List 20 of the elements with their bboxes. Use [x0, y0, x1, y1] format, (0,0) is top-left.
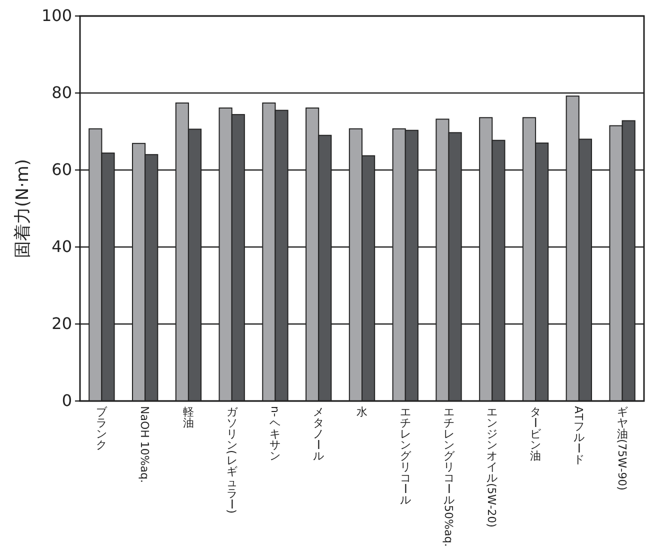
x-tick-label: 水: [356, 406, 368, 419]
x-tick-label: タービン油: [528, 406, 542, 463]
x-tick-label: ATフルード: [572, 406, 585, 466]
category-label: ギヤ油(75W-90): [615, 406, 628, 490]
x-tick-label: メタノール: [312, 406, 325, 463]
y-tick-label: 0: [62, 391, 72, 410]
x-tick-label: n-ヘキサン: [268, 406, 282, 463]
category-label: エチレングリコール50%aq.: [442, 406, 455, 547]
category-label: NaOH 10%aq.: [138, 406, 152, 483]
x-tick-label: ブランク: [96, 406, 108, 452]
y-tick-label: 40: [52, 237, 72, 256]
y-tick-label: 100: [41, 6, 72, 26]
y-tick-label: 20: [52, 314, 72, 334]
category-label: エンジンオイル(5W-20): [485, 406, 498, 528]
category-label: ガソリン(レギュラー): [224, 406, 238, 514]
y-axis-title: 固着力(N·m): [13, 159, 33, 258]
y-tick-label: 60: [52, 160, 72, 180]
category-label: エチレングリコール: [398, 406, 412, 507]
y-tick-label: 80: [52, 83, 72, 102]
x-tick-label: 軽油: [182, 406, 194, 430]
